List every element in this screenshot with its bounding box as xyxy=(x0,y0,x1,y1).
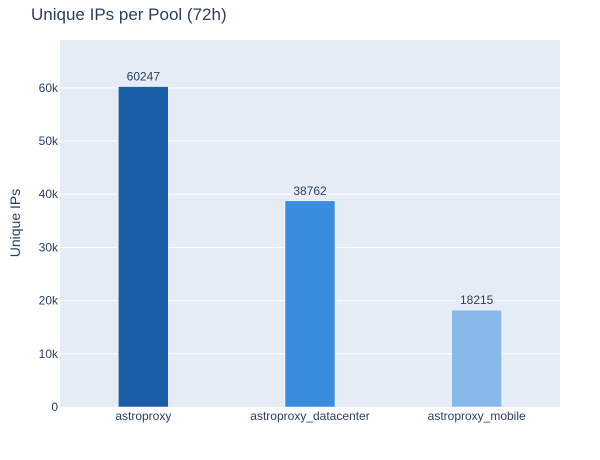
y-tick-label: 0 xyxy=(51,400,58,414)
y-tick-label: 10k xyxy=(39,347,59,361)
bar-astroproxy[interactable] xyxy=(118,86,169,408)
y-axis-label: Unique IPs xyxy=(7,189,23,257)
x-tick-label-astroproxy_mobile: astroproxy_mobile xyxy=(428,409,526,423)
y-tick-label: 40k xyxy=(39,187,59,201)
y-tick-label: 20k xyxy=(39,294,59,308)
data-label-astroproxy: 60247 xyxy=(127,70,161,84)
x-tick-label-astroproxy: astroproxy xyxy=(115,409,171,423)
y-axis-ticks: 0 10k 20k 30k 40k 50k 60k xyxy=(39,81,59,414)
data-label-astroproxy_mobile: 18215 xyxy=(460,293,494,307)
y-tick-label: 30k xyxy=(39,240,59,254)
bar-astroproxy_datacenter[interactable] xyxy=(284,200,336,408)
x-axis-ticks: astroproxy astroproxy_datacenter astroprox… xyxy=(115,409,526,423)
y-tick-label: 50k xyxy=(39,134,59,148)
x-tick-label-astroproxy_datacenter: astroproxy_datacenter xyxy=(250,409,369,423)
bars: 60247 38762 18215 xyxy=(118,70,502,408)
bar-astroproxy_mobile[interactable] xyxy=(451,309,502,408)
data-label-astroproxy_datacenter: 38762 xyxy=(293,184,327,198)
y-tick-label: 60k xyxy=(39,81,59,95)
chart-title: Unique IPs per Pool (72h) xyxy=(31,5,227,24)
